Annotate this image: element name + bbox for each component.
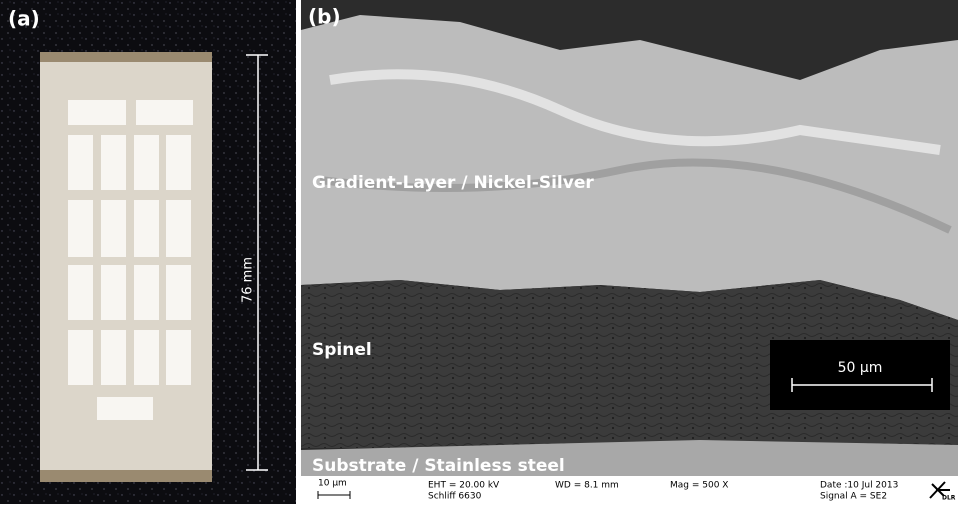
panel-a: 76 mm (a) — [0, 0, 296, 504]
info-signal: Signal A = SE2 — [820, 492, 887, 502]
info-mag: Mag = 500 X — [670, 481, 728, 491]
layer-label: Substrate / Stainless steel — [312, 456, 565, 476]
figure: 76 mm (a) Gradient-Layer / Nickel-Silver… — [0, 0, 958, 504]
panel-b: Gradient-Layer / Nickel-Silver Spinel Su… — [301, 0, 958, 504]
scale-label: 50 µm — [838, 360, 883, 376]
metal-edge — [40, 470, 212, 482]
info-wd: WD = 8.1 mm — [555, 481, 619, 491]
info-sample: Schliff 6630 — [428, 492, 482, 502]
layer-label: Gradient-Layer / Nickel-Silver — [312, 173, 594, 193]
info-date: Date :10 Jul 2013 — [820, 481, 898, 491]
metal-edge — [40, 52, 212, 62]
dimension-label: 76 mm — [241, 257, 256, 303]
info-scale: 10 µm — [318, 479, 347, 489]
panel-label: (a) — [8, 7, 40, 31]
panel-label: (b) — [308, 5, 341, 29]
layer-label: Spinel — [312, 340, 372, 360]
info-eht: EHT = 20.00 kV — [428, 481, 500, 491]
